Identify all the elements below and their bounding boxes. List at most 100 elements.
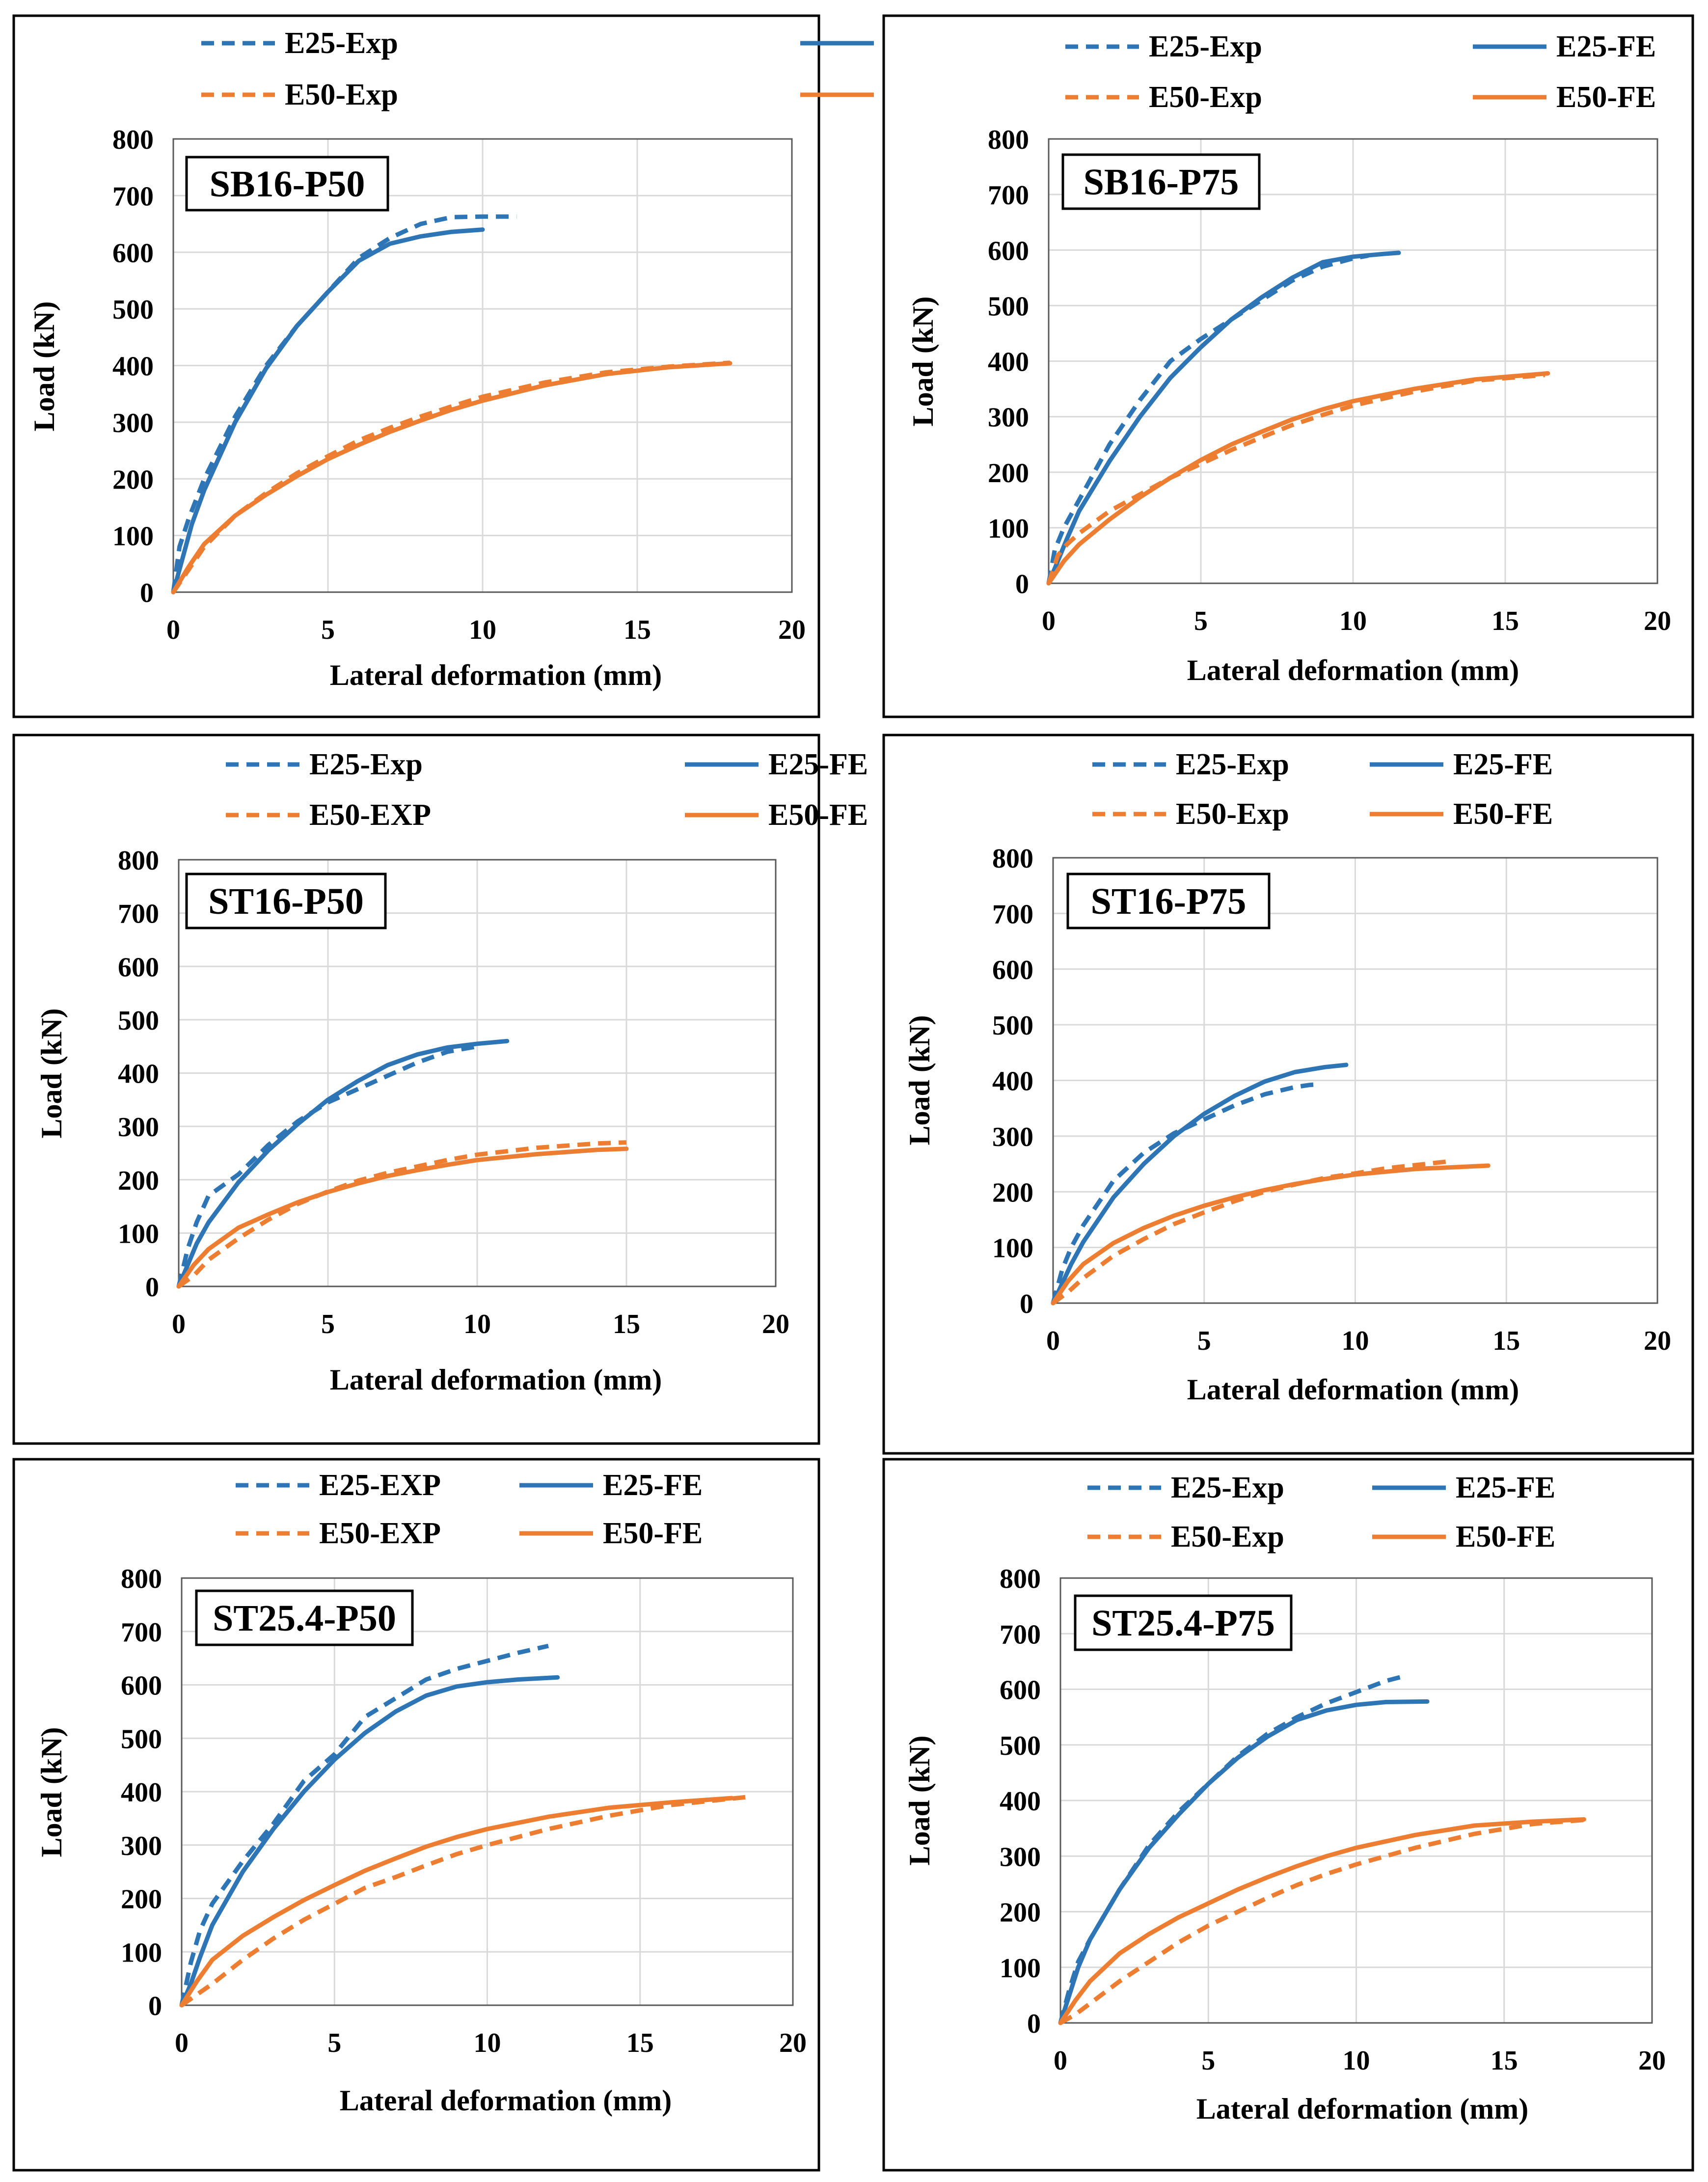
series-e25-fe	[1051, 1063, 1349, 1306]
y-tick-label: 0	[145, 1272, 159, 1303]
y-tick-label: 200	[1000, 1898, 1041, 1928]
plot-area	[1048, 138, 1658, 584]
x-tick-label: 0	[175, 2028, 189, 2058]
y-tick-label: 300	[992, 1122, 1033, 1152]
legend: E25-EXP E25-FE E50-EXP E50-FE	[236, 1469, 703, 1550]
legend-label: E50-Exp	[285, 78, 398, 111]
y-tick-label: 100	[1000, 1953, 1041, 1984]
x-tick-label: 15	[626, 2028, 654, 2058]
x-axis-title: Lateral deformation (mm)	[330, 1364, 662, 1396]
chart-title: ST16-P75	[1091, 881, 1247, 922]
series-e25-fe	[179, 1675, 560, 2008]
plot-area	[1052, 857, 1658, 1304]
x-axis-title: Lateral deformation (mm)	[340, 2084, 672, 2117]
legend-label: E25-FE	[768, 748, 868, 781]
y-tick-label: 0	[1020, 1289, 1033, 1319]
x-tick-label: 20	[779, 2028, 807, 2058]
y-tick-label: 300	[1000, 1842, 1041, 1872]
y-tick-label: 600	[992, 955, 1033, 985]
y-tick-label: 700	[112, 181, 154, 212]
y-tick-label: 600	[112, 238, 154, 269]
x-axis-title: Lateral deformation (mm)	[1196, 2093, 1528, 2125]
chart-title: SB16-P50	[210, 164, 365, 205]
y-axis-title: Load (kN)	[907, 296, 939, 426]
x-tick-label: 20	[1644, 606, 1671, 636]
legend-label: E25-Exp	[1176, 748, 1289, 781]
series-e25-fe	[171, 227, 485, 595]
y-tick-label: 800	[121, 1564, 162, 1594]
series-e50-exp	[180, 1795, 748, 2007]
x-axis-title: Lateral deformation (mm)	[330, 659, 662, 691]
chart-title-box	[185, 873, 387, 929]
series-e25-exp	[179, 1643, 549, 2006]
y-tick-label: 300	[112, 408, 154, 438]
chart-title-box	[185, 156, 389, 212]
legend-label: E50-FE	[1453, 797, 1553, 831]
legend-label: E25-FE	[1453, 748, 1553, 781]
series-e50-exp	[1046, 373, 1545, 584]
chart-title: ST25.4-P50	[213, 1598, 396, 1639]
x-tick-label: 20	[762, 1309, 789, 1339]
y-tick-label: 300	[118, 1112, 159, 1143]
y-tick-label: 700	[121, 1617, 162, 1648]
y-tick-label: 500	[992, 1010, 1033, 1041]
series-e50-exp	[1052, 1159, 1446, 1305]
x-tick-label: 0	[166, 615, 180, 645]
y-tick-label: 0	[148, 1991, 162, 2021]
chart-panel-1: 0 5 10 15 200100200300400500600700800Lateral…	[12, 14, 983, 718]
legend-label: E50-FE	[1556, 81, 1656, 114]
y-tick-label: 400	[1000, 1786, 1041, 1817]
y-tick-label: 0	[1015, 569, 1029, 600]
y-axis-title: Load (kN)	[35, 1727, 68, 1857]
x-tick-label: 15	[613, 1309, 640, 1339]
y-tick-label: 500	[112, 295, 154, 325]
y-tick-label: 600	[121, 1671, 162, 1701]
x-tick-label: 0	[1054, 2046, 1067, 2076]
series-e25-fe	[1046, 250, 1401, 586]
legend-label: E50-Exp	[1176, 797, 1289, 831]
x-tick-label: 5	[321, 1309, 335, 1339]
legend: E25-Exp E25-FE E50-Exp E50-FE	[1092, 748, 1553, 831]
y-tick-label: 400	[112, 352, 154, 382]
legend-label: E25-Exp	[309, 748, 423, 781]
x-tick-label: 20	[778, 615, 806, 645]
x-tick-label: 5	[1194, 606, 1208, 636]
legend-label: E50-Exp	[1171, 1520, 1284, 1554]
y-tick-label: 800	[1000, 1564, 1041, 1594]
series-e25-fe	[176, 1038, 510, 1289]
x-tick-label: 10	[1342, 1326, 1369, 1356]
y-tick-label: 400	[988, 347, 1029, 378]
series-e50-fe	[1046, 371, 1550, 586]
legend-label: E50-EXP	[309, 798, 431, 832]
x-tick-label: 0	[1042, 606, 1056, 636]
y-tick-label: 100	[121, 1937, 162, 1968]
chart-title-box	[1074, 1594, 1293, 1651]
y-tick-label: 200	[988, 458, 1029, 489]
y-tick-label: 0	[1027, 2009, 1041, 2039]
plot-area	[178, 859, 777, 1287]
x-tick-label: 10	[1343, 2046, 1370, 2076]
series-e50-exp	[1059, 1818, 1584, 2025]
x-tick-label: 15	[1491, 2046, 1518, 2076]
x-tick-label: 5	[1201, 2046, 1215, 2076]
panel-frame	[12, 734, 820, 1445]
panel-frame	[882, 14, 1694, 718]
x-axis-title: Lateral deformation (mm)	[1187, 1373, 1519, 1406]
series-e50-fe	[1058, 1817, 1586, 2025]
chart-title-box	[1066, 873, 1271, 929]
chart-title: SB16-P75	[1084, 162, 1239, 203]
chart-title-box	[195, 1589, 414, 1646]
x-tick-label: 20	[1644, 1326, 1671, 1356]
y-tick-label: 600	[988, 236, 1029, 266]
y-axis-title: Load (kN)	[35, 1008, 68, 1138]
series-e50-fe	[1051, 1163, 1491, 1306]
x-tick-label: 10	[469, 615, 496, 645]
y-tick-label: 0	[140, 578, 154, 608]
y-tick-label: 800	[992, 844, 1033, 874]
x-tick-label: 15	[1492, 1326, 1520, 1356]
legend: E25-Exp E25-FE E50-Exp E50-FE	[1065, 30, 1656, 114]
legend-label: E25-FE	[1556, 30, 1656, 63]
y-tick-label: 500	[1000, 1731, 1041, 1761]
chart-panel-2: 0 5 10 15 200100200300400500600700800Lateral…	[882, 14, 1694, 718]
